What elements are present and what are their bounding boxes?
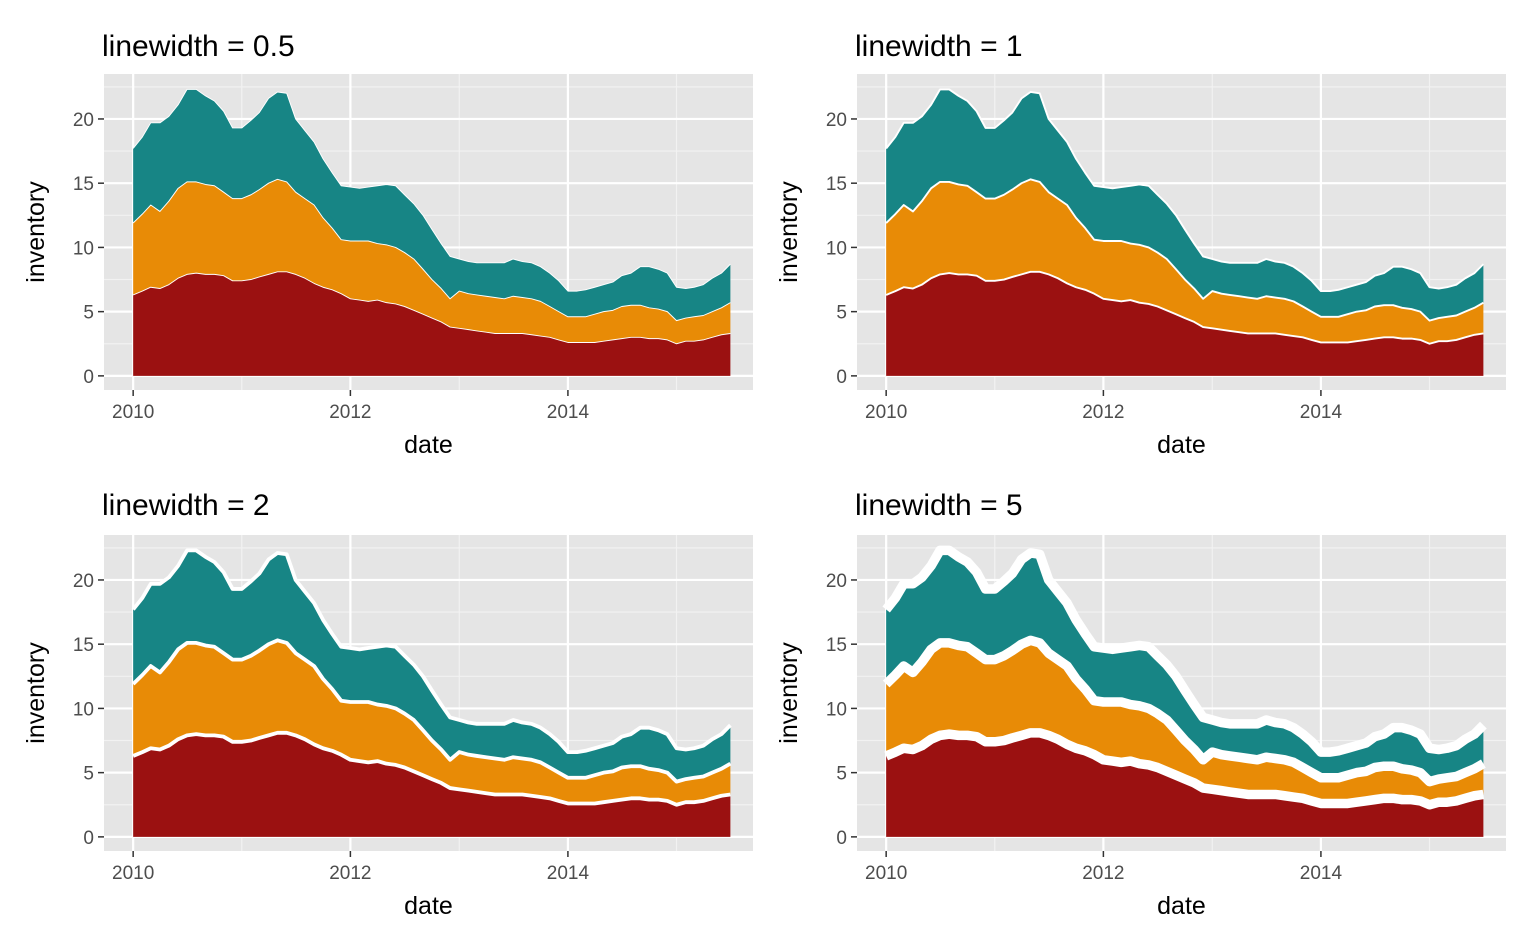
area-outline-series-1: [885, 270, 1484, 345]
stacked-areas: [886, 89, 1484, 376]
stacked-areas: [133, 550, 731, 837]
x-tick-label: 2010: [112, 402, 154, 423]
panel-title: linewidth = 1: [855, 30, 1023, 63]
y-tick-label: 0: [836, 367, 847, 388]
y-tick-label: 10: [826, 699, 847, 720]
area-outline-series-2: [132, 178, 731, 322]
y-tick-label: 20: [826, 110, 847, 131]
y-tick-label: 5: [836, 764, 847, 785]
area-outline-series-3: [882, 545, 1487, 757]
y-axis-title: inventory: [22, 181, 50, 283]
y-axis-title: inventory: [775, 642, 803, 744]
x-tick-label: 2014: [547, 863, 590, 884]
area-outline-series-3: [132, 88, 731, 292]
stacked-areas: [886, 550, 1484, 837]
y-tick-label: 20: [826, 571, 847, 592]
area-series-3: [886, 550, 1484, 782]
y-tick-label: 15: [73, 174, 94, 195]
x-axis-title: date: [404, 892, 453, 920]
panel-title: linewidth = 2: [102, 489, 270, 522]
y-tick-label: 5: [83, 764, 94, 785]
x-axis-title: date: [404, 431, 453, 459]
y-tick-label: 10: [73, 699, 94, 720]
area-outline-series-3: [885, 88, 1485, 293]
x-tick-label: 2012: [1082, 863, 1124, 884]
area-series-1: [133, 271, 731, 376]
panel-3: 0 5 10 15 20 2010 2012 2014 date inventory linewid…: [22, 489, 753, 920]
panel-1: 0 5 10 15 20 2010 2012 2014 date inventory linewid…: [22, 30, 753, 459]
y-tick-label: 0: [836, 828, 847, 849]
area-series-3: [133, 89, 731, 321]
x-tick-label: 2010: [865, 402, 907, 423]
area-outline-series-3: [131, 548, 732, 754]
area-series-1: [886, 271, 1484, 376]
area-outlines: [885, 88, 1485, 345]
x-tick-label: 2012: [329, 863, 371, 884]
axes: 0 5 10 15 20 2010 2012 2014: [73, 110, 590, 423]
y-tick-label: 0: [83, 828, 94, 849]
area-outline-series-1: [132, 730, 731, 807]
x-axis-title: date: [1157, 431, 1206, 459]
area-outline-series-2: [885, 178, 1484, 322]
stacked-areas: [133, 89, 731, 376]
y-tick-label: 10: [73, 238, 94, 259]
area-outline-series-2: [131, 638, 732, 784]
x-tick-label: 2010: [112, 863, 154, 884]
area-outline-series-1: [884, 728, 1485, 810]
x-axis-title: date: [1157, 892, 1206, 920]
y-tick-label: 20: [73, 571, 94, 592]
y-axis-title: inventory: [22, 642, 50, 744]
area-outline-series-2: [882, 635, 1486, 787]
y-tick-label: 5: [836, 303, 847, 324]
panel-title: linewidth = 0.5: [102, 30, 295, 63]
axes: 0 5 10 15 20 2010 2012 2014: [826, 571, 1343, 884]
y-tick-label: 15: [826, 635, 847, 656]
area-series-3: [886, 89, 1484, 321]
y-tick-label: 5: [83, 303, 94, 324]
x-tick-label: 2014: [1300, 402, 1343, 423]
y-tick-label: 15: [73, 635, 94, 656]
x-tick-label: 2012: [1082, 402, 1124, 423]
y-tick-label: 15: [826, 174, 847, 195]
area-series-2: [133, 179, 731, 344]
area-series-3: [133, 550, 731, 782]
y-axis-title: inventory: [775, 181, 803, 283]
area-series-2: [886, 640, 1484, 805]
axes: 0 5 10 15 20 2010 2012 2014: [73, 571, 590, 884]
y-tick-label: 0: [83, 367, 94, 388]
panel-2: 0 5 10 15 20 2010 2012 2014 date inventory linewid…: [775, 30, 1506, 459]
area-outlines: [132, 88, 731, 345]
panel-title: linewidth = 5: [855, 489, 1023, 522]
area-series-1: [886, 732, 1484, 837]
panel-4: 0 5 10 15 20 2010 2012 2014 date inventory linewid…: [775, 489, 1506, 920]
x-tick-label: 2012: [329, 402, 371, 423]
area-series-1: [133, 732, 731, 837]
y-tick-label: 10: [826, 238, 847, 259]
x-tick-label: 2010: [865, 863, 907, 884]
area-series-2: [133, 640, 731, 805]
area-series-2: [886, 179, 1484, 344]
x-tick-label: 2014: [547, 402, 590, 423]
area-outlines: [131, 548, 732, 807]
area-outlines: [882, 545, 1487, 810]
axes: 0 5 10 15 20 2010 2012 2014: [826, 110, 1343, 423]
y-tick-label: 20: [73, 110, 94, 131]
x-tick-label: 2014: [1300, 863, 1343, 884]
area-outline-series-1: [132, 271, 731, 345]
